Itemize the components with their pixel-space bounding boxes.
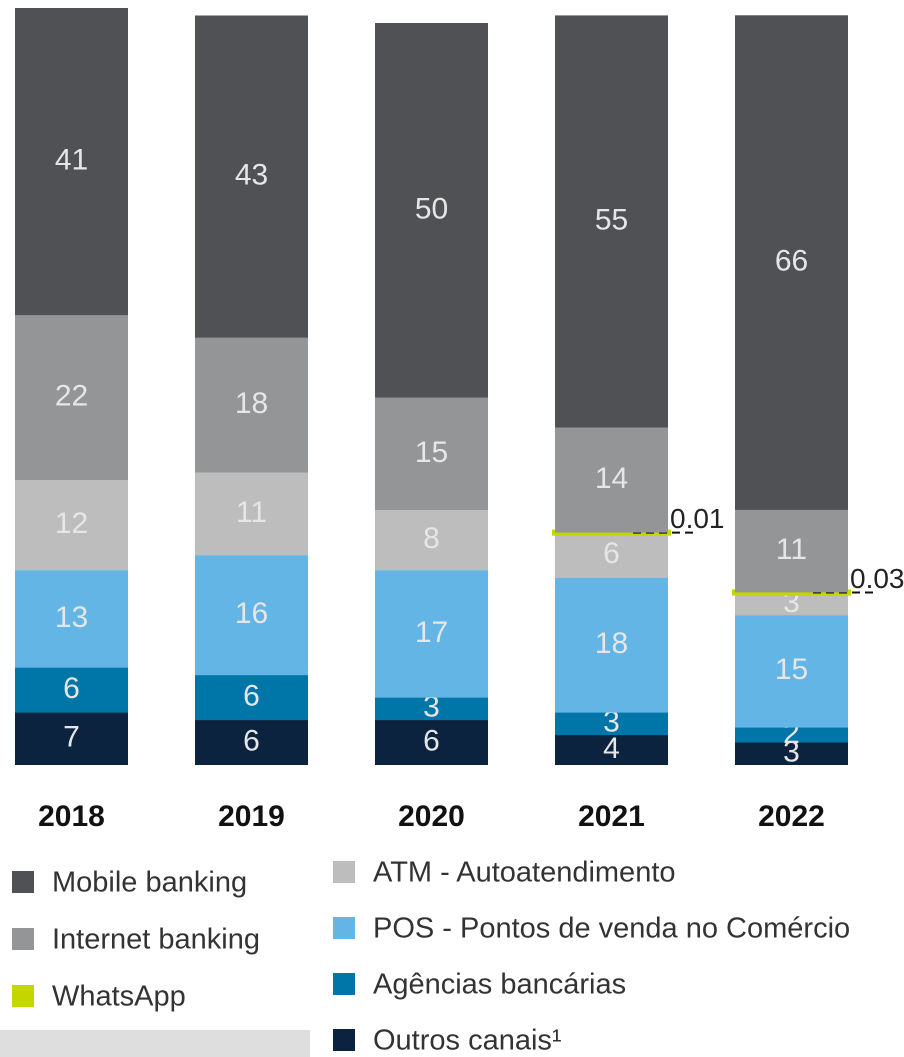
segment-label: 66 — [775, 245, 808, 278]
segment-label: 18 — [235, 387, 268, 420]
legend-label: POS - Pontos de venda no Comércio — [373, 913, 850, 945]
legend-swatch — [333, 917, 355, 939]
bar-segment — [15, 712, 128, 765]
x-tick-label: 2022 — [758, 800, 825, 833]
bar-segment — [195, 555, 308, 676]
legend-swatch — [12, 871, 34, 893]
bar-segment — [735, 742, 848, 765]
segment-label: 6 — [423, 724, 440, 757]
bar-segment — [555, 577, 668, 713]
segment-label: 41 — [55, 144, 88, 177]
legend-label: Mobile banking — [52, 867, 247, 899]
bar-segment — [195, 337, 308, 473]
segment-label: 11 — [776, 533, 807, 566]
bar-segment — [735, 509, 848, 593]
legend-label: Internet banking — [52, 924, 260, 956]
segment-label: 12 — [55, 507, 88, 540]
bar-segment — [375, 510, 488, 571]
bar-segment — [15, 480, 128, 571]
bar-segment — [735, 727, 848, 743]
segment-label: 3 — [783, 736, 800, 769]
bar-segment — [375, 22, 488, 398]
segment-label: 4 — [603, 732, 620, 765]
segment-label: 50 — [415, 192, 448, 225]
bar-segment — [555, 532, 668, 578]
segment-label: 6 — [63, 672, 80, 705]
segment-label: 55 — [595, 203, 628, 236]
segment-label: 6 — [243, 679, 260, 712]
bar-segment — [15, 570, 128, 668]
bar-segment — [375, 720, 488, 765]
x-tick-label: 2018 — [38, 800, 105, 833]
footer-band — [0, 1030, 310, 1057]
segment-label: 13 — [55, 601, 88, 634]
segment-label: 7 — [63, 721, 80, 754]
segment-label: 15 — [775, 653, 808, 686]
legend-label: ATM - Autoatendimento — [373, 857, 676, 889]
bar-segment — [735, 592, 848, 616]
segment-label: 16 — [235, 597, 268, 630]
legend-swatch — [333, 973, 355, 995]
x-tick-label: 2021 — [578, 800, 645, 833]
bar-segment — [555, 735, 668, 765]
bar-segment — [375, 697, 488, 721]
bar-segment — [375, 397, 488, 511]
legend-label: Outros canais¹ — [373, 1025, 562, 1057]
bar-segment — [15, 8, 128, 316]
bar-segment — [15, 667, 128, 713]
bar-segment — [195, 720, 308, 765]
bar-segment — [735, 15, 848, 510]
legend-label: WhatsApp — [52, 981, 186, 1013]
segment-label: 3 — [603, 706, 620, 739]
segment-label: 22 — [55, 380, 88, 413]
bar-segment — [555, 427, 668, 533]
segment-label: 11 — [236, 496, 267, 529]
legend-swatch — [12, 985, 34, 1007]
legend-swatch — [12, 928, 34, 950]
bar-segment — [195, 472, 308, 556]
bar-segment — [15, 315, 128, 481]
legend-swatch — [333, 1029, 355, 1051]
legend-swatch — [333, 861, 355, 883]
segment-label: 17 — [415, 616, 448, 649]
bar-segment — [195, 15, 308, 338]
legend-label: Agências bancárias — [373, 969, 626, 1001]
segment-label: 15 — [415, 436, 448, 469]
segment-label: 18 — [595, 627, 628, 660]
x-tick-label: 2020 — [398, 800, 465, 833]
bar-segment — [735, 615, 848, 728]
segment-label: 43 — [235, 159, 268, 192]
segment-label: 3 — [423, 691, 440, 724]
bar-segment — [375, 570, 488, 698]
segment-label: 0.03 — [850, 563, 904, 594]
segment-label: 0.01 — [670, 503, 725, 534]
segment-label: 6 — [243, 724, 260, 757]
segment-label: 8 — [423, 522, 440, 555]
x-tick-label: 2019 — [218, 800, 285, 833]
bar-segment — [555, 15, 668, 428]
bar-segment — [555, 712, 668, 736]
segment-label: 6 — [603, 537, 620, 570]
bar-segment — [195, 675, 308, 721]
segment-label: 14 — [595, 462, 628, 495]
